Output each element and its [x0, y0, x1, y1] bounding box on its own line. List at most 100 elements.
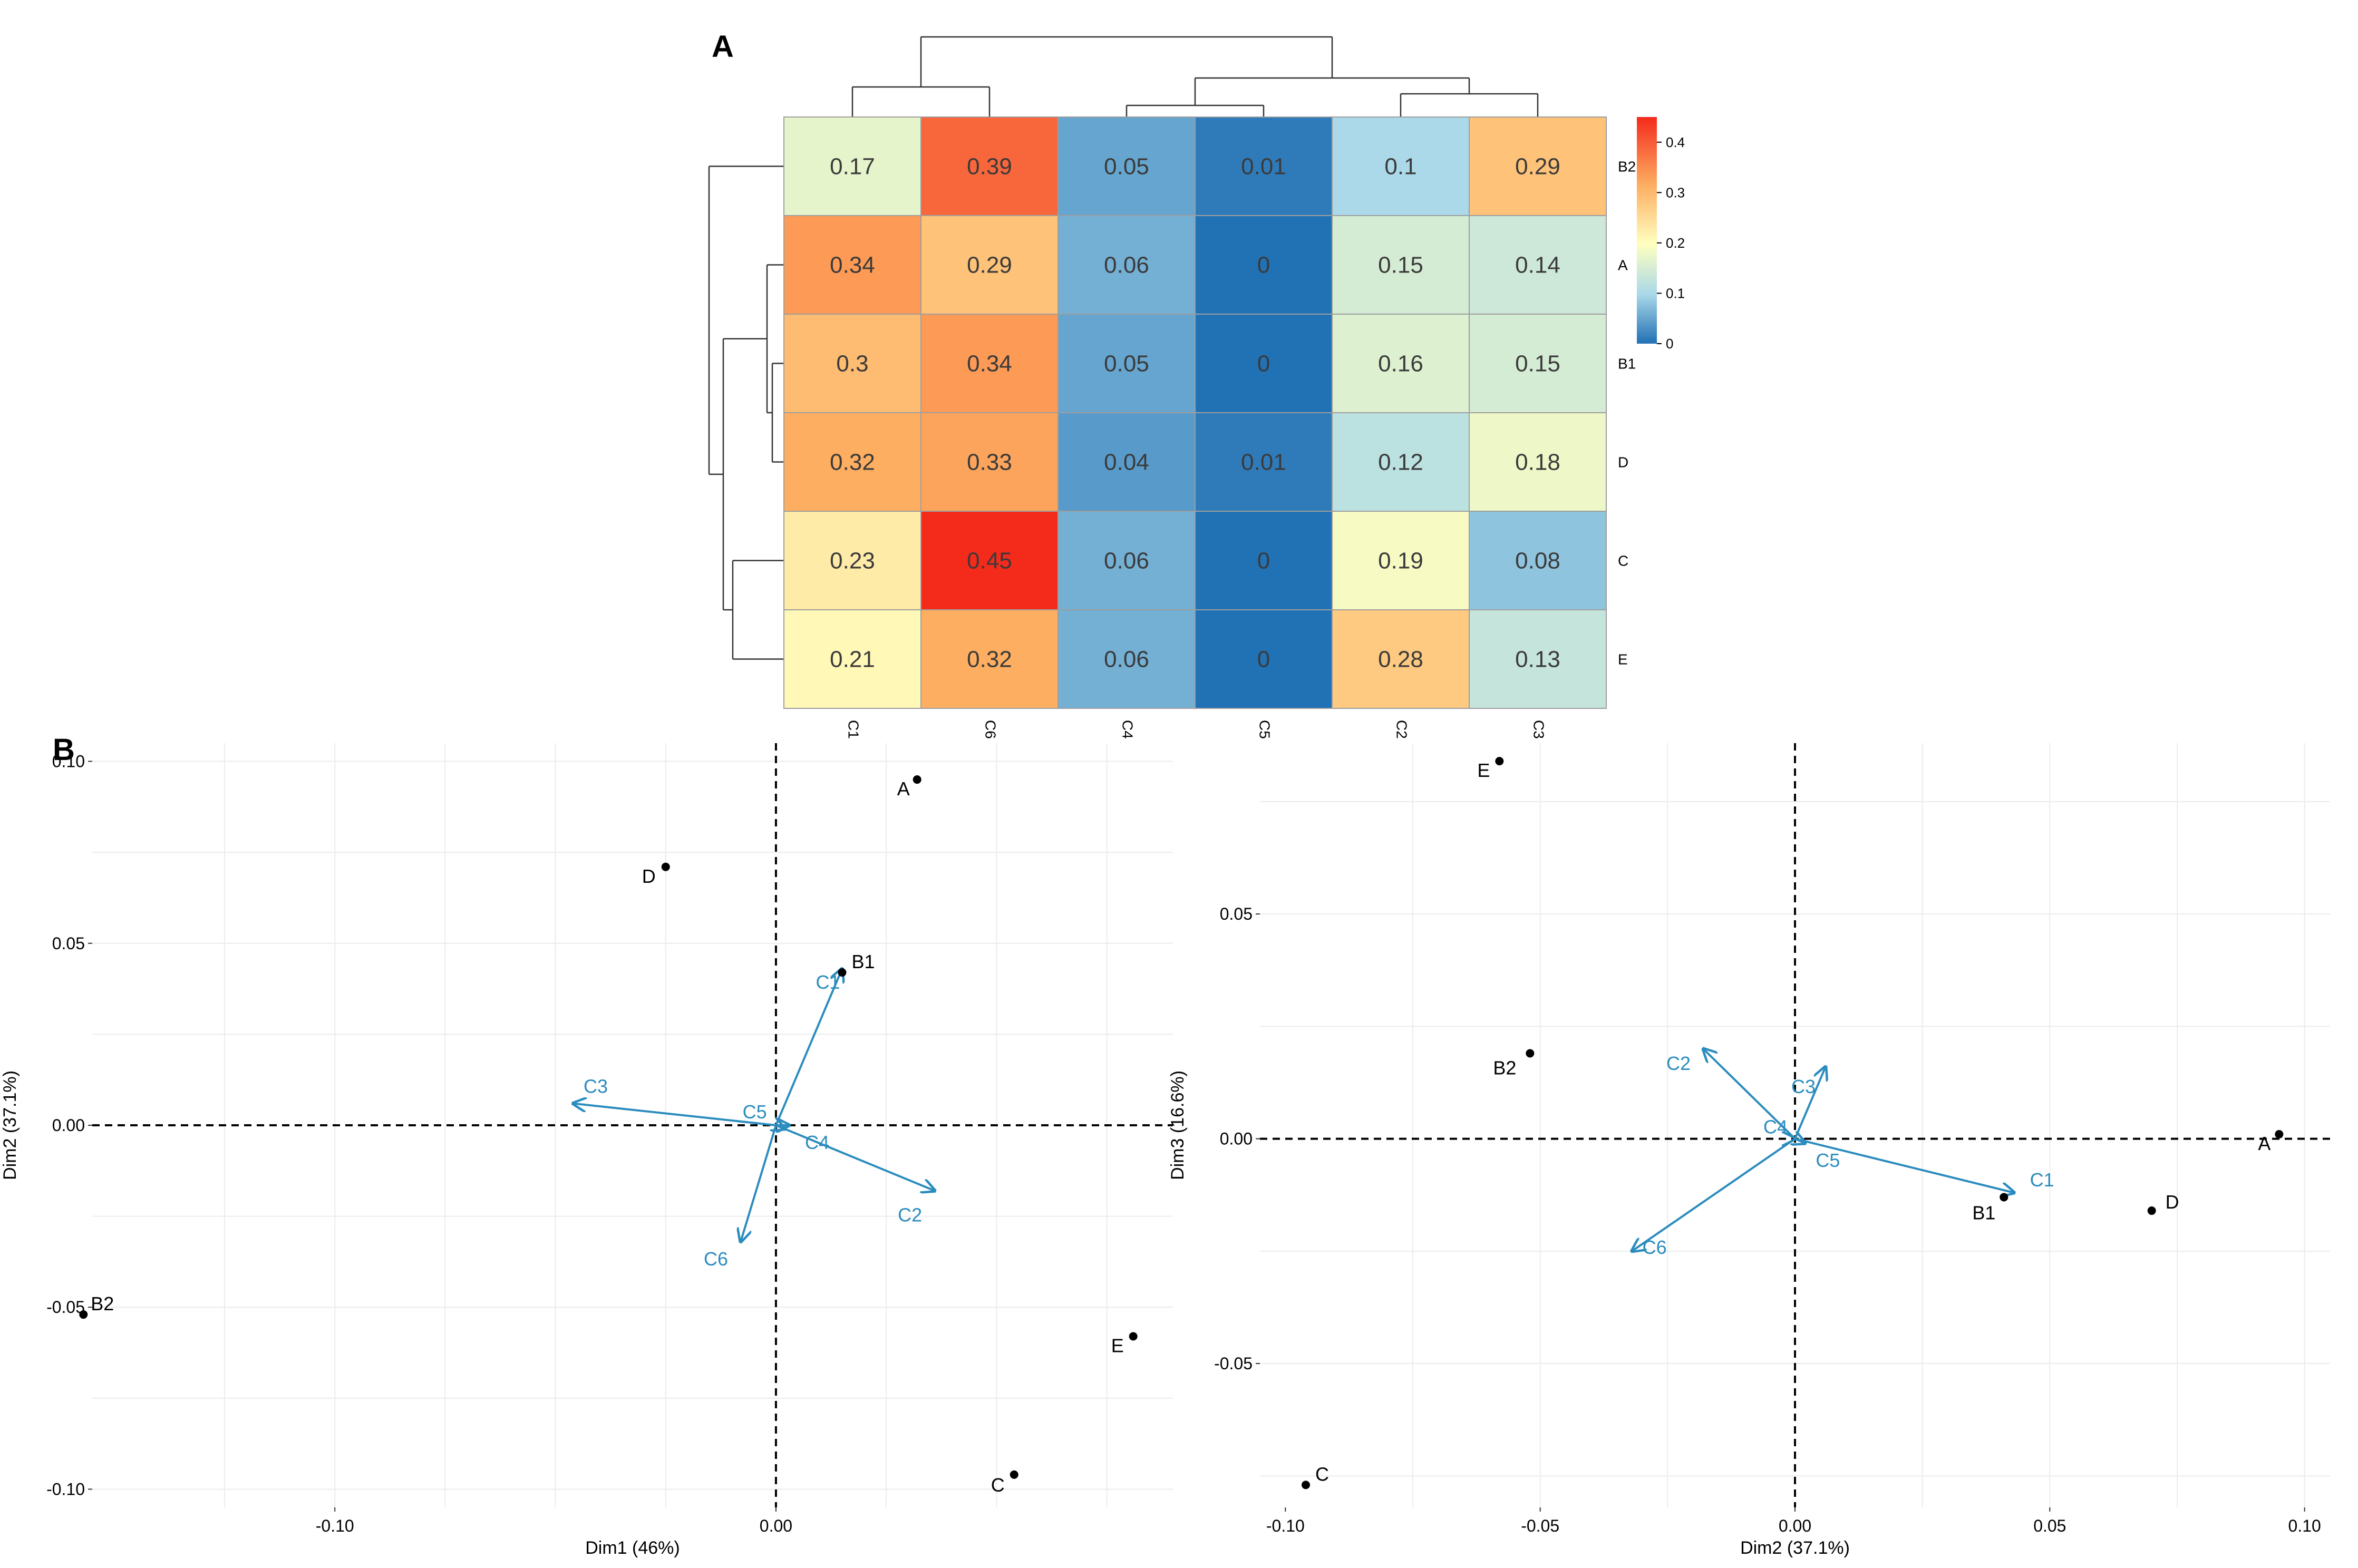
heatmap-cell-E-C1	[783, 609, 921, 709]
pca-dim2-dim3-plot: -0.10 -0.05 0.00 0.05 0.10 0.05 0.00 -0.05 Dim2 …	[1168, 743, 2330, 1558]
heatmap-value-E-C1: 0.21	[830, 647, 875, 673]
legend-tick-label-4: 0.4	[1666, 134, 1685, 150]
heatmap-cell-B1-C6	[920, 314, 1059, 413]
x-tick-label: -0.10	[316, 1516, 354, 1535]
point-E	[1129, 1332, 1138, 1341]
column-dendrogram	[851, 36, 1539, 117]
heatmap-value-C-C5: 0	[1257, 548, 1270, 574]
vector-arrow-C3	[1794, 1067, 1826, 1140]
point-D	[661, 862, 670, 871]
heatmap-cell-C-C6	[920, 511, 1059, 610]
point-label-A: A	[897, 778, 910, 800]
x-tick-label: 0.00	[760, 1516, 792, 1535]
point-B2	[79, 1310, 88, 1319]
y-tick-label: 0.00	[1220, 1129, 1253, 1148]
heatmap-cell-D-C5	[1195, 412, 1333, 512]
vector-arrow-C6	[741, 1125, 777, 1242]
vector-arrow-C1	[1794, 1137, 2014, 1193]
heatmap-column-label-C1: C1	[846, 720, 862, 739]
heatmap-cell-E-C5	[1195, 609, 1333, 709]
heatmap-cell-B1-C4	[1057, 314, 1196, 413]
row-dendrogram	[708, 165, 784, 660]
heatmap-value-D-C1: 0.32	[830, 450, 875, 475]
point-B1	[838, 968, 847, 977]
y-tick-label: 0.00	[52, 1116, 85, 1135]
x-tick-label: 0.10	[2288, 1516, 2321, 1535]
point-label-D: D	[2166, 1191, 2179, 1213]
legend-tick-label-3: 0.3	[1666, 184, 1685, 200]
heatmap-value-B1-C5: 0	[1257, 351, 1270, 377]
heatmap-cell-B1-C5	[1195, 314, 1333, 413]
heatmap-value-B1-C1: 0.3	[836, 351, 868, 377]
vector-label-C3: C3	[584, 1076, 608, 1097]
heatmap-row-label-A: A	[1618, 257, 1628, 274]
heatmap-cell-C-C5	[1195, 511, 1333, 610]
heatmap-cell-B2-C3	[1469, 116, 1607, 216]
point-label-D: D	[642, 865, 656, 887]
legend-tick-label-1: 0.1	[1666, 285, 1685, 301]
heatmap-value-A-C4: 0.06	[1104, 252, 1149, 278]
heatmap-cells: 0.17 0.39 0.05 0.01 0.1 0.29 0.34 0.29 0.06 0 0.15…	[783, 116, 1607, 709]
point-label-E: E	[1477, 759, 1490, 781]
heatmap-cell-B1-C3	[1469, 314, 1607, 413]
heatmap-value-B2-C3: 0.29	[1515, 154, 1560, 180]
point-label-E: E	[1111, 1335, 1124, 1356]
heatmap-value-D-C4: 0.04	[1104, 450, 1149, 475]
heatmap-cell-B2-C4	[1057, 116, 1196, 216]
heatmap-value-B1-C4: 0.05	[1104, 351, 1149, 377]
y-tick-label: -0.05	[46, 1298, 85, 1317]
point-label-C: C	[991, 1474, 1005, 1496]
vector-arrow-C2	[1703, 1049, 1796, 1140]
vector-label-C6: C6	[1643, 1236, 1667, 1258]
heatmap-value-A-C6: 0.29	[967, 252, 1012, 278]
heatmap-cell-A-C5	[1195, 215, 1333, 315]
heatmap-value-B1-C3: 0.15	[1515, 351, 1560, 377]
vector-label-C1: C1	[2030, 1169, 2054, 1191]
vector-label-C6: C6	[704, 1248, 728, 1270]
heatmap-value-E-C2: 0.28	[1378, 647, 1423, 673]
heatmap-cell-A-C2	[1332, 215, 1470, 315]
x-tick-label: 0.05	[2033, 1516, 2066, 1535]
point-label-A: A	[2258, 1133, 2270, 1154]
point-E	[1495, 757, 1504, 766]
legend-tick-label-2: 0.2	[1666, 235, 1685, 251]
point-B2	[1526, 1049, 1535, 1058]
heatmap-value-B1-C6: 0.34	[967, 351, 1012, 377]
heatmap-value-E-C3: 0.13	[1515, 647, 1560, 673]
pca-dim1-dim2-plot: -0.10 0.00 0.10 0.05 0.00 -0.05 -0.10 Dim1 (46%…	[0, 743, 1173, 1558]
heatmap-value-C-C3: 0.08	[1515, 548, 1560, 574]
heatmap-value-D-C5: 0.01	[1241, 450, 1286, 475]
heatmap-cell-B1-C2	[1332, 314, 1470, 413]
heatmap-column-label-C4: C4	[1120, 720, 1136, 739]
heatmap-cell-D-C1	[783, 412, 921, 512]
vector-label-C4: C4	[1763, 1116, 1788, 1138]
heatmap-value-E-C6: 0.32	[967, 647, 1012, 673]
heatmap-cell-A-C3	[1469, 215, 1607, 315]
color-legend: 0 0.1 0.2 0.3 0.4	[1637, 117, 1685, 352]
heatmap-cell-C-C3	[1469, 511, 1607, 610]
heatmap-value-A-C2: 0.15	[1378, 252, 1423, 278]
panel-b-label: B	[53, 733, 75, 767]
heatmap-value-B2-C4: 0.05	[1104, 154, 1149, 180]
vector-label-C5: C5	[1816, 1150, 1840, 1171]
point-label-B2: B2	[91, 1293, 114, 1314]
heatmap-column-label-C5: C5	[1257, 720, 1273, 739]
point-A	[913, 775, 921, 784]
heatmap: 0.17 0.39 0.05 0.01 0.1 0.29 0.34 0.29 0.06 0 0.15…	[708, 36, 1685, 739]
heatmap-value-E-C5: 0	[1257, 647, 1270, 673]
y-tick-label: 0.05	[52, 934, 85, 953]
heatmap-cell-E-C4	[1057, 609, 1196, 709]
y-tick-label: -0.10	[46, 1479, 85, 1498]
vector-arrow-C3	[573, 1104, 777, 1126]
heatmap-value-D-C3: 0.18	[1515, 450, 1560, 475]
heatmap-cell-E-C3	[1469, 609, 1607, 709]
heatmap-value-A-C1: 0.34	[830, 252, 875, 278]
point-B1	[2000, 1193, 2008, 1202]
point-label-C: C	[1315, 1463, 1329, 1485]
heatmap-row-label-C: C	[1618, 553, 1628, 569]
heatmap-value-D-C6: 0.33	[967, 450, 1012, 475]
heatmap-row-label-B1: B1	[1618, 356, 1636, 372]
x-axis-title: Dim1 (46%)	[585, 1538, 680, 1558]
heatmap-value-C-C4: 0.06	[1104, 548, 1149, 574]
heatmap-value-B2-C5: 0.01	[1241, 154, 1286, 180]
